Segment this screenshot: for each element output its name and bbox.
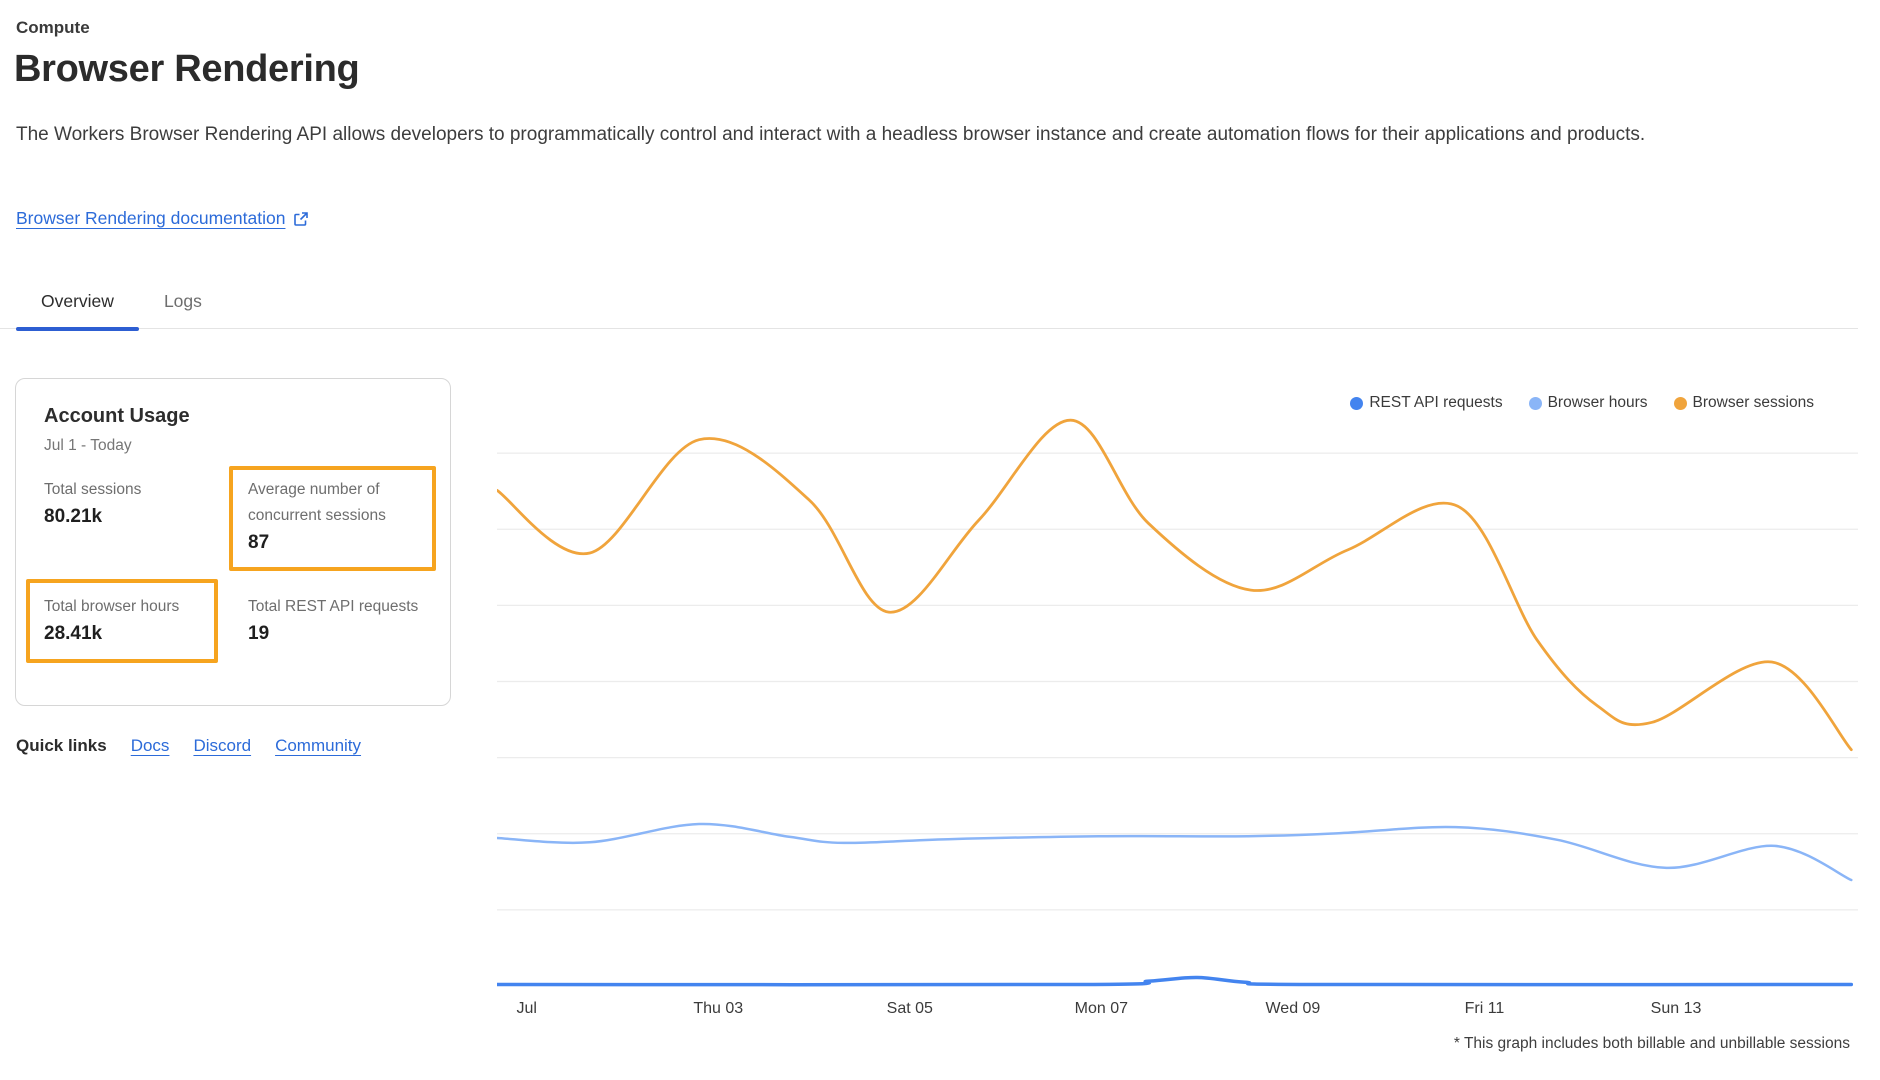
quick-link-docs[interactable]: Docs <box>130 736 170 755</box>
legend-label: Browser sessions <box>1692 394 1814 411</box>
stat-label: Total sessions <box>44 481 142 498</box>
x-tick-label: Thu 03 <box>693 1000 744 1017</box>
tab-logs[interactable]: Logs <box>163 291 202 311</box>
tab-overview[interactable]: Overview <box>16 274 139 331</box>
stat-average-concurrent-sessions: Average number of concurrent sessions 87 <box>248 477 428 554</box>
x-tick-label: Sun 13 <box>1650 1000 1702 1017</box>
quick-link-community[interactable]: Community <box>275 736 362 755</box>
stat-total-sessions: Total sessions 80.21k <box>44 477 224 528</box>
series-line-browser-sessions <box>497 418 1853 752</box>
stat-value: 87 <box>248 532 270 553</box>
series-line-rest-api-requests <box>497 975 1854 987</box>
usage-chart-canvas[interactable] <box>497 377 1858 990</box>
stat-value: 28.41k <box>44 623 103 644</box>
account-usage-date-range: Jul 1 - Today <box>44 437 132 454</box>
quick-links-label: Quick links <box>16 736 107 755</box>
account-usage-title: Account Usage <box>44 405 190 427</box>
x-tick-label: Fri 11 <box>1464 1000 1505 1017</box>
quick-link-discord[interactable]: Discord <box>193 736 252 755</box>
account-usage-card: Account Usage Jul 1 - Today Total sessio… <box>15 378 451 706</box>
stat-total-rest-api-requests: Total REST API requests 19 <box>248 594 428 645</box>
legend-dot-rest-api-requests <box>1350 396 1364 410</box>
stat-value: 19 <box>248 623 270 644</box>
legend-dot-browser-hours <box>1528 396 1542 410</box>
tab-bar: Overview Logs <box>0 274 1858 331</box>
x-tick-label: Wed 09 <box>1265 1000 1321 1017</box>
chart-footnote: * This graph includes both billable and … <box>1453 1035 1850 1052</box>
page-title: Browser Rendering <box>14 48 360 90</box>
x-tick-label: Jul <box>516 1000 537 1017</box>
legend-dot-browser-sessions <box>1673 396 1687 410</box>
chart-legend: REST API requests Browser hours Browser se… <box>1350 394 1814 412</box>
legend-label: REST API requests <box>1369 394 1503 411</box>
chart-x-axis: Jul Thu 03 Sat 05 Mon 07 Wed 09 Fri 11 Sun 13 <box>0 1000 1880 1022</box>
stat-label: Average number of concurrent sessions <box>248 481 386 524</box>
legend-label: Browser hours <box>1547 394 1648 411</box>
stat-label: Total REST API requests <box>248 598 419 615</box>
legend-item-browser-sessions[interactable]: Browser sessions <box>1673 394 1814 412</box>
x-tick-label: Mon 07 <box>1074 1000 1129 1017</box>
quick-links: Quick links Docs Discord Community <box>16 736 361 756</box>
breadcrumb: Compute <box>16 18 90 37</box>
page-description: The Workers Browser Rendering API allows… <box>16 124 1646 145</box>
x-tick-label: Sat 05 <box>886 1000 933 1017</box>
legend-item-rest-api-requests[interactable]: REST API requests <box>1350 394 1503 412</box>
documentation-link-label: Browser Rendering documentation <box>16 208 286 228</box>
legend-item-browser-hours[interactable]: Browser hours <box>1528 394 1648 412</box>
stat-total-browser-hours: Total browser hours 28.41k <box>44 594 224 645</box>
documentation-link[interactable]: Browser Rendering documentation <box>16 208 309 229</box>
stat-value: 80.21k <box>44 506 103 527</box>
series-line-browser-hours <box>497 822 1853 882</box>
external-link-icon <box>294 211 309 226</box>
stat-label: Total browser hours <box>44 598 180 615</box>
